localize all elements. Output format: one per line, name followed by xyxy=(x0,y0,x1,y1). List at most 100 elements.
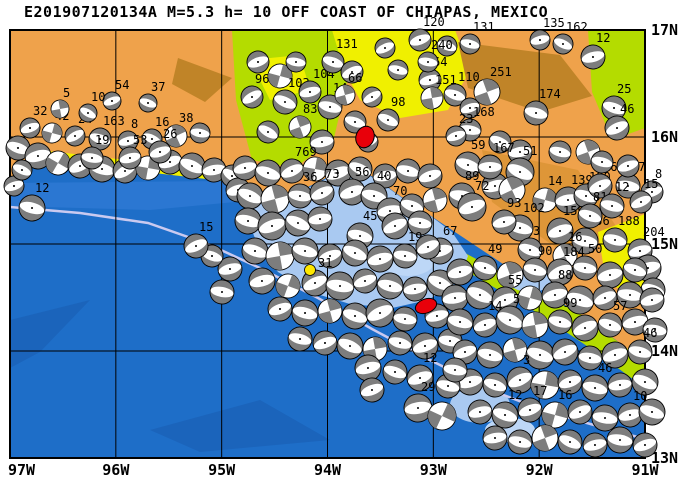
focal-mechanism: 29 xyxy=(403,380,435,423)
depth-label: 102 xyxy=(523,201,545,215)
depth-label: 162 xyxy=(566,20,588,34)
focal-mechanism: 131 xyxy=(321,37,358,74)
focal-mechanism xyxy=(317,298,343,324)
depth-label: 131 xyxy=(473,20,495,34)
depth-label: 67 xyxy=(443,224,457,238)
focal-mechanism xyxy=(607,372,633,398)
depth-label: 55 xyxy=(508,273,522,287)
focal-mechanism xyxy=(265,241,295,271)
focal-mechanism: 25 xyxy=(601,82,631,121)
focal-mechanism: 57 xyxy=(597,299,627,338)
terrain-land xyxy=(10,30,645,363)
focal-mechanism xyxy=(275,273,301,299)
focal-mechanism xyxy=(336,332,364,360)
focal-mechanism: 10 xyxy=(78,90,105,123)
focal-mechanism: 23 xyxy=(445,112,473,147)
focal-mechanism xyxy=(374,37,396,59)
focal-mechanism: 49 xyxy=(472,242,502,281)
focal-mechanism: 110 xyxy=(443,70,480,107)
depth-label: 83 xyxy=(303,102,317,116)
depth-label: 3 xyxy=(533,224,540,238)
focal-mechanism xyxy=(622,257,648,283)
depth-label: 240 xyxy=(431,38,453,52)
focal-mechanism: 184 xyxy=(546,245,585,286)
focal-mechanism: 131 xyxy=(459,20,495,55)
focal-mechanism xyxy=(189,122,211,144)
focal-mechanism xyxy=(359,377,385,403)
focal-mechanism: 3 xyxy=(517,224,543,263)
focal-mechanism xyxy=(291,299,319,327)
focal-mechanism xyxy=(257,211,287,241)
focal-mechanism xyxy=(325,271,355,301)
focal-mechanism xyxy=(352,268,378,294)
focal-mechanism xyxy=(234,207,262,235)
focal-mechanism: 93 xyxy=(491,196,521,235)
focal-mechanism xyxy=(354,354,382,382)
focal-mechanism xyxy=(415,234,441,260)
focal-mechanism: 98 xyxy=(376,95,405,132)
focal-mechanism: 162 xyxy=(552,20,588,55)
focal-mechanism: 46 xyxy=(627,326,657,365)
focal-mechanism xyxy=(3,175,25,197)
focal-mechanism xyxy=(392,306,418,332)
focal-mechanism: 769 xyxy=(279,145,317,184)
focal-mechanism: 99 xyxy=(547,296,577,335)
focal-mechanism: 15 xyxy=(629,177,658,214)
lon-label: 93W xyxy=(420,461,448,479)
focal-mechanism xyxy=(291,237,319,265)
depth-label: 135 xyxy=(543,16,565,30)
depth-label: 251 xyxy=(490,65,512,79)
focal-mechanism xyxy=(565,285,595,315)
focal-mechanism xyxy=(590,150,614,174)
focal-mechanism xyxy=(407,210,433,236)
focal-mechanism xyxy=(482,372,508,398)
focal-mechanism: 104 xyxy=(298,67,335,104)
focal-mechanism xyxy=(521,311,549,339)
focal-mechanism xyxy=(621,308,649,336)
focal-mechanism xyxy=(45,150,71,176)
depth-label: 204 xyxy=(643,225,665,239)
focal-mechanism: 174 xyxy=(523,87,561,126)
focal-mechanism xyxy=(642,317,668,343)
focal-mechanism: 251 xyxy=(473,65,512,106)
focal-mechanism xyxy=(591,404,619,432)
lon-label: 91W xyxy=(631,461,659,479)
depth-label: 5 xyxy=(513,292,520,306)
depth-label: 93 xyxy=(507,196,521,210)
focal-mechanism xyxy=(507,429,533,455)
focal-mechanism: 31 xyxy=(301,256,332,297)
focal-mechanism xyxy=(507,139,533,165)
focal-mechanism: 14 xyxy=(532,174,562,213)
depth-label: 10 xyxy=(633,389,647,403)
focal-mechanism xyxy=(575,139,601,165)
focal-mechanism: 53 xyxy=(118,133,147,170)
focal-mechanism: 120 xyxy=(408,15,445,52)
focal-mechanism xyxy=(284,209,312,237)
focal-mechanism xyxy=(372,163,398,189)
lat-label: 13N xyxy=(651,449,678,467)
depth-label: 36 xyxy=(303,170,317,184)
focal-mechanism xyxy=(530,370,560,400)
focal-mechanism: 46 xyxy=(604,102,634,141)
focal-mechanism xyxy=(446,308,474,336)
depth-label: 70 xyxy=(393,184,407,198)
focal-mechanism xyxy=(551,338,579,366)
depth-label: 188 xyxy=(618,214,640,228)
depth-label: 57 xyxy=(613,299,627,313)
focal-mechanism xyxy=(178,152,206,180)
depth-label: 15 xyxy=(644,177,658,191)
depth-label: 99 xyxy=(563,296,577,310)
depth-label: 12 xyxy=(423,351,437,365)
station-dot xyxy=(304,264,316,276)
focal-mechanism: 12 xyxy=(599,180,629,219)
focal-mechanism xyxy=(382,359,408,385)
focal-mechanism: 73 xyxy=(309,167,339,206)
focal-mechanism xyxy=(256,120,280,144)
focal-mechanism: 17 xyxy=(517,384,547,423)
focal-mechanism: 90 xyxy=(522,244,552,283)
focal-mechanism xyxy=(376,272,404,300)
depth-label: 174 xyxy=(539,87,561,101)
depth-label: 50 xyxy=(588,242,602,256)
depth-label: 5 xyxy=(63,86,70,100)
